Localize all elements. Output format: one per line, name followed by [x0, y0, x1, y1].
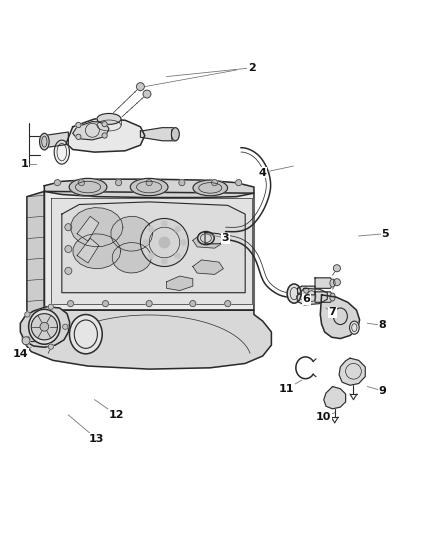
Polygon shape: [77, 216, 99, 241]
Circle shape: [162, 221, 167, 227]
Circle shape: [54, 180, 60, 185]
Polygon shape: [111, 216, 152, 251]
Polygon shape: [193, 234, 223, 248]
Polygon shape: [166, 276, 193, 290]
Ellipse shape: [171, 128, 179, 141]
Polygon shape: [297, 286, 315, 295]
Circle shape: [159, 237, 170, 248]
Polygon shape: [44, 132, 68, 148]
Ellipse shape: [39, 133, 49, 150]
Circle shape: [148, 253, 154, 259]
Circle shape: [65, 246, 72, 253]
Circle shape: [48, 304, 53, 310]
Circle shape: [63, 324, 68, 329]
Circle shape: [40, 322, 49, 331]
Circle shape: [116, 180, 122, 185]
Circle shape: [48, 344, 53, 349]
Polygon shape: [315, 292, 332, 302]
Circle shape: [148, 227, 154, 232]
Circle shape: [76, 134, 81, 140]
Circle shape: [102, 122, 107, 127]
Ellipse shape: [330, 279, 335, 287]
Text: 12: 12: [109, 410, 124, 420]
Circle shape: [141, 219, 188, 266]
Ellipse shape: [130, 179, 168, 196]
Polygon shape: [339, 358, 365, 385]
Polygon shape: [324, 386, 346, 409]
Polygon shape: [27, 191, 44, 316]
Polygon shape: [73, 234, 121, 269]
Circle shape: [146, 301, 152, 306]
Polygon shape: [320, 295, 360, 338]
Circle shape: [212, 180, 218, 185]
Polygon shape: [44, 179, 254, 198]
Ellipse shape: [198, 231, 214, 245]
Circle shape: [102, 133, 107, 138]
Circle shape: [67, 301, 74, 306]
Polygon shape: [112, 243, 151, 273]
Circle shape: [65, 224, 72, 231]
Text: 11: 11: [279, 384, 294, 394]
Ellipse shape: [97, 114, 121, 124]
Polygon shape: [77, 238, 99, 263]
Circle shape: [236, 180, 242, 185]
Circle shape: [175, 227, 180, 232]
Circle shape: [146, 180, 152, 185]
Circle shape: [31, 313, 57, 340]
Circle shape: [65, 268, 72, 274]
Polygon shape: [73, 122, 109, 140]
Polygon shape: [141, 128, 175, 141]
Circle shape: [225, 301, 231, 306]
Polygon shape: [22, 310, 272, 369]
Text: 3: 3: [222, 233, 230, 243]
Text: 13: 13: [89, 434, 104, 444]
Ellipse shape: [350, 321, 359, 334]
Polygon shape: [205, 232, 226, 244]
Ellipse shape: [28, 309, 60, 344]
Polygon shape: [66, 119, 145, 152]
Circle shape: [162, 259, 167, 264]
Ellipse shape: [137, 83, 145, 91]
Polygon shape: [297, 288, 327, 305]
Circle shape: [102, 301, 109, 306]
Ellipse shape: [330, 293, 335, 301]
Text: 6: 6: [302, 294, 310, 304]
Text: 9: 9: [379, 386, 387, 396]
Text: 7: 7: [328, 308, 336, 317]
Polygon shape: [71, 208, 123, 247]
Text: 4: 4: [259, 168, 267, 177]
Text: 10: 10: [316, 412, 332, 422]
Circle shape: [76, 123, 81, 128]
Polygon shape: [315, 278, 332, 288]
Polygon shape: [51, 198, 252, 304]
Circle shape: [143, 240, 148, 245]
Circle shape: [175, 253, 180, 259]
Ellipse shape: [22, 337, 30, 345]
Polygon shape: [62, 202, 245, 293]
Text: 8: 8: [379, 320, 387, 330]
Polygon shape: [44, 191, 254, 310]
Ellipse shape: [193, 180, 228, 196]
Ellipse shape: [70, 314, 102, 354]
Circle shape: [190, 301, 196, 306]
Circle shape: [78, 180, 85, 185]
Circle shape: [333, 279, 340, 286]
Text: 2: 2: [248, 63, 256, 73]
Circle shape: [25, 312, 30, 317]
Polygon shape: [193, 260, 223, 274]
Text: 14: 14: [13, 349, 28, 359]
Circle shape: [333, 265, 340, 272]
Text: 5: 5: [381, 229, 389, 239]
Ellipse shape: [54, 140, 70, 164]
Polygon shape: [20, 306, 70, 348]
Ellipse shape: [287, 284, 301, 303]
Text: 1: 1: [21, 159, 28, 169]
Ellipse shape: [143, 90, 151, 98]
Circle shape: [25, 336, 30, 342]
Circle shape: [179, 180, 185, 185]
Ellipse shape: [69, 179, 107, 196]
Circle shape: [180, 240, 186, 245]
Circle shape: [304, 288, 309, 293]
